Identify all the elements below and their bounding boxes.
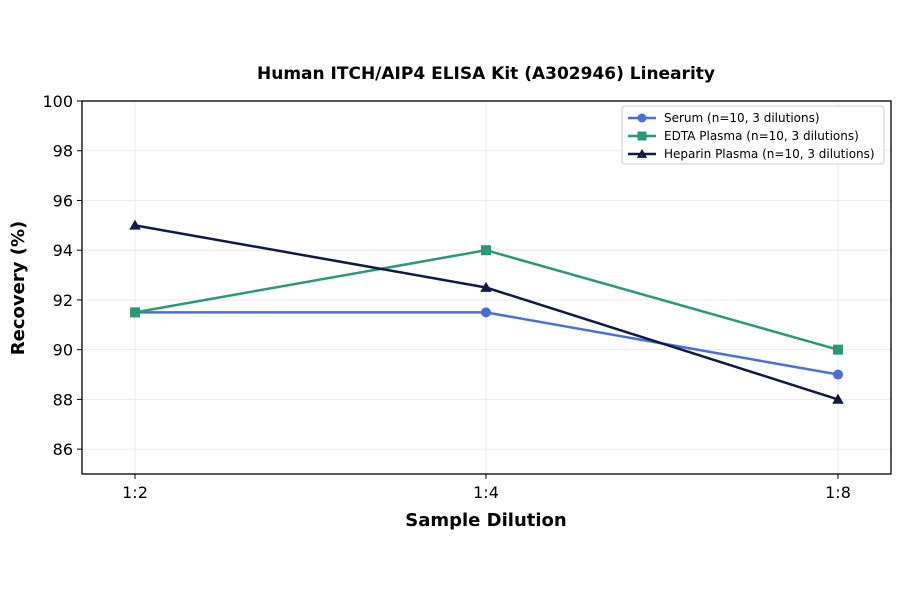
x-axis-label: Sample Dilution — [405, 510, 566, 531]
data-point — [481, 245, 491, 256]
x-axis: 1:2 1:4 1:8 — [122, 474, 851, 502]
x-tick-label: 1:2 — [122, 483, 148, 502]
series-layer — [129, 219, 844, 404]
x-tick-label: 1:4 — [473, 483, 499, 502]
data-point — [833, 369, 843, 380]
legend-label: Serum (n=10, 3 dilutions) — [664, 111, 820, 125]
data-point — [637, 131, 647, 141]
legend-item: Heparin Plasma (n=10, 3 dilutions) — [628, 147, 875, 161]
y-tick-label: 90 — [53, 341, 73, 360]
series-circle — [130, 307, 843, 380]
series-square — [130, 245, 843, 355]
legend-label: Heparin Plasma (n=10, 3 dilutions) — [664, 147, 875, 161]
data-point — [637, 113, 647, 123]
y-tick-label: 92 — [53, 291, 73, 310]
y-tick-label: 96 — [53, 191, 73, 210]
data-point — [130, 307, 140, 318]
y-tick-label: 94 — [53, 241, 73, 260]
y-axis: 86 88 90 92 94 96 98 100 — [42, 92, 82, 459]
data-point — [481, 307, 491, 318]
legend-item: Serum (n=10, 3 dilutions) — [628, 111, 820, 125]
data-point — [129, 219, 141, 230]
data-point — [480, 281, 492, 292]
series-triangle — [129, 219, 844, 404]
legend-box — [621, 105, 885, 165]
y-tick-label: 88 — [53, 390, 73, 409]
y-axis-label: Recovery (%) — [8, 221, 29, 355]
y-tick-label: 98 — [53, 142, 73, 161]
x-tick-label: 1:8 — [825, 483, 851, 502]
legend-label: EDTA Plasma (n=10, 3 dilutions) — [664, 129, 859, 143]
data-point — [833, 344, 843, 355]
legend-item: EDTA Plasma (n=10, 3 dilutions) — [628, 129, 859, 143]
data-point — [636, 148, 648, 158]
data-point — [832, 393, 844, 404]
y-tick-label: 100 — [42, 92, 73, 111]
legend: Serum (n=10, 3 dilutions) EDTA Plasma (n=… — [621, 105, 885, 165]
y-tick-label: 86 — [53, 440, 73, 459]
chart-title: Human ITCH/AIP4 ELISA Kit (A302946) Line… — [257, 64, 715, 84]
